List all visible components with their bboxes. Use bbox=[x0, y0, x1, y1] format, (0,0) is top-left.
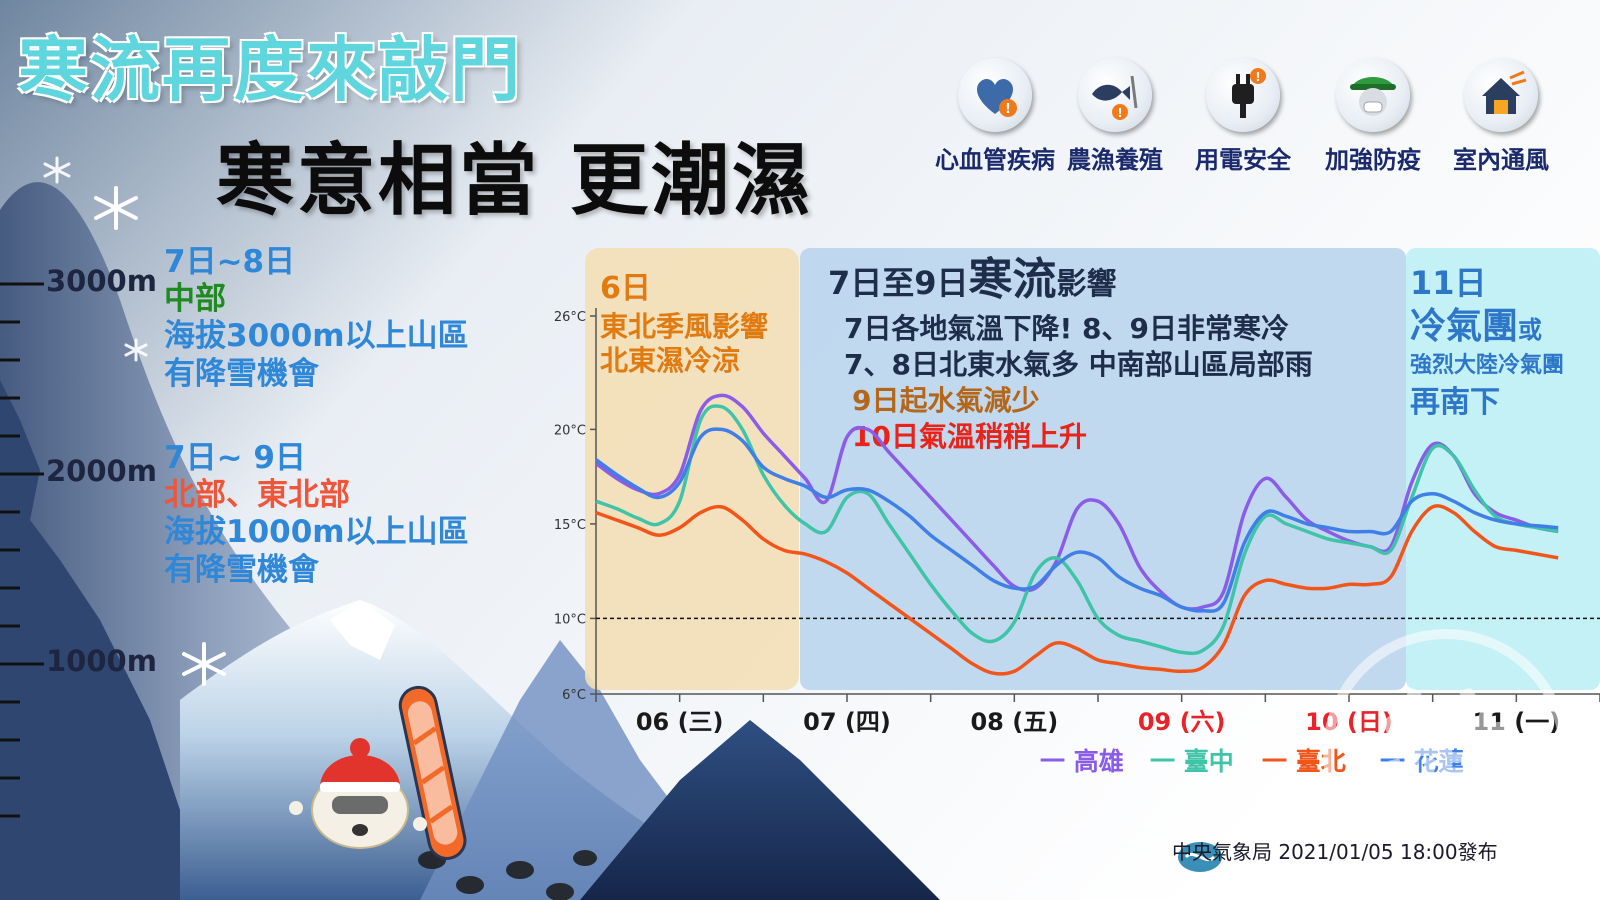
page-title: 寒流再度來敲門 bbox=[18, 29, 522, 111]
series-line-taipei bbox=[595, 504, 1559, 676]
snow-note-line: 有降雪機會 bbox=[164, 551, 319, 588]
snow-note-central: 7日~8日 中部 海拔3000m以上山區 有降雪機會 bbox=[164, 244, 469, 393]
svg-text:!: ! bbox=[1005, 102, 1011, 117]
y-tick-label: 15°C bbox=[554, 518, 586, 533]
fish-grain-icon: ! bbox=[1092, 75, 1138, 120]
y-tick-label: 6°C bbox=[562, 688, 586, 703]
mask-icon bbox=[1350, 77, 1396, 116]
panel-cold-wave bbox=[800, 248, 1406, 690]
panel-cold-wave-line: 7、8日北東水氣多 中南部山區局部雨 bbox=[844, 348, 1313, 381]
panel-cold-wave-heading: 7日至9日寒流影響 bbox=[828, 254, 1117, 305]
hint-indoor-ventilation: 室內通風 bbox=[1441, 58, 1561, 175]
altitude-label-2000: 2000m bbox=[46, 454, 157, 488]
snowflake-icon bbox=[94, 186, 226, 686]
y-tick-label: 20°C bbox=[554, 423, 586, 438]
legend-kaohsiung: 一 高雄 bbox=[1040, 747, 1124, 776]
series-line-kaohsiung bbox=[594, 393, 1559, 611]
y-tick-label: 10°C bbox=[554, 612, 586, 627]
panel-day6-heading: 6日 bbox=[600, 271, 651, 306]
plug-warning-icon: ! bbox=[1232, 68, 1266, 118]
panel-day11-line: 強烈大陸冷氣團 bbox=[1410, 352, 1564, 378]
panel-day11-line: 再南下 bbox=[1410, 385, 1500, 420]
series-line-hualien bbox=[594, 427, 1559, 613]
x-tick-label: 06 (三) bbox=[636, 708, 724, 736]
watermark-logo-icon: 鏡 bbox=[1323, 629, 1569, 875]
cwb-logo-icon bbox=[1178, 842, 1222, 872]
svg-text:鏡: 鏡 bbox=[1381, 679, 1511, 831]
legend-hualien: 一 花蓮 bbox=[1380, 747, 1464, 776]
snow-note-line: 海拔3000m以上山區 bbox=[164, 318, 469, 355]
x-axis-ticks: 06 (三) 07 (四) 08 (五) 09 (六) 10 (日) 11 (一) bbox=[595, 694, 1600, 736]
panel-day11-heading: 11日 bbox=[1410, 264, 1487, 302]
house-ventilation-icon bbox=[1482, 70, 1527, 114]
hint-agriculture-fishery: ! 農漁養殖 bbox=[1055, 58, 1175, 175]
snow-note-north: 7日~ 9日 北部、東北部 海拔1000m以上山區 有降雪機會 bbox=[164, 440, 469, 589]
heart-warning-icon: ! bbox=[976, 78, 1017, 117]
panel-day6-line: 北東濕冷涼 bbox=[600, 344, 740, 377]
panel-day6-line: 東北季風影響 bbox=[600, 310, 768, 343]
series-lines bbox=[594, 393, 1559, 676]
snow-note-line: 有降雪機會 bbox=[164, 355, 319, 392]
hint-electrical-safety: ! 用電安全 bbox=[1183, 58, 1303, 175]
svg-text:!: ! bbox=[1255, 70, 1260, 84]
panel-cold-wave-line: 9日起水氣減少 bbox=[852, 384, 1039, 417]
x-tick-label: 07 (四) bbox=[803, 708, 891, 736]
footer-publisher: 中央氣象局 2021/01/05 18:00發布 bbox=[1172, 840, 1498, 864]
x-tick-label: 09 (六) bbox=[1138, 708, 1226, 736]
y-tick-label: 26°C bbox=[554, 310, 586, 325]
snowboard-icon bbox=[398, 685, 467, 860]
x-tick-label: 11 (一) bbox=[1472, 708, 1560, 736]
panel-day6 bbox=[585, 248, 799, 690]
snow-note-region: 北部、東北部 bbox=[164, 477, 350, 514]
snow-note-region: 中部 bbox=[164, 281, 226, 318]
panel-day11-title: 冷氣團或 bbox=[1410, 306, 1542, 347]
altitude-label-1000: 1000m bbox=[46, 644, 157, 678]
altitude-label-3000: 3000m bbox=[46, 264, 157, 298]
hint-cardiovascular: ! 心血管疾病 bbox=[935, 58, 1055, 175]
x-tick-label: 10 (日) bbox=[1305, 708, 1393, 736]
y-axis-ticks: 26°C 20°C 15°C 10°C 6°C bbox=[554, 310, 596, 703]
legend-taichung: 一 臺中 bbox=[1150, 747, 1234, 776]
panel-cold-wave-line: 10日氣溫稍稍上升 bbox=[852, 420, 1087, 453]
x-tick-label: 08 (五) bbox=[970, 708, 1058, 736]
panel-day11 bbox=[1406, 248, 1600, 690]
svg-text:!: ! bbox=[1117, 106, 1122, 120]
snow-note-line: 海拔1000m以上山區 bbox=[164, 514, 469, 551]
snow-note-date: 7日~8日 bbox=[164, 244, 296, 280]
panel-cold-wave-line: 7日各地氣溫下降! 8、9日非常寒冷 bbox=[844, 312, 1289, 345]
page-subtitle: 寒意相當 更潮濕 bbox=[216, 136, 814, 226]
snow-note-date: 7日~ 9日 bbox=[164, 440, 306, 476]
hint-epidemic-prevention: 加強防疫 bbox=[1313, 58, 1433, 175]
snowman-mascot-icon bbox=[289, 738, 427, 849]
